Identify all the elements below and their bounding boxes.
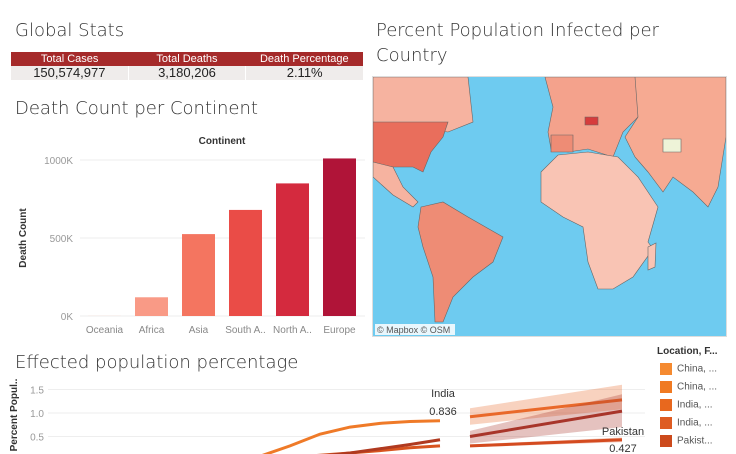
- legend-item[interactable]: China, ...: [660, 381, 717, 399]
- series-line: [326, 438, 441, 454]
- header-total-cases: Total Cases: [11, 52, 129, 66]
- madagascar: [647, 242, 657, 271]
- legend-item[interactable]: India, ...: [660, 417, 717, 435]
- south-america: [417, 201, 504, 323]
- y-axis-title: Percent Popul..: [9, 378, 20, 451]
- legend-swatch: [660, 381, 672, 393]
- y-tick-label: 0.5: [30, 433, 44, 444]
- legend-swatch: [660, 363, 672, 375]
- legend-swatch: [660, 435, 672, 447]
- map-attribution[interactable]: © Mapbox © OSM: [377, 325, 450, 335]
- attribution-background: [375, 324, 455, 335]
- value-death-percentage: 2.11%: [245, 66, 364, 80]
- header-death-percentage: Death Percentage: [245, 52, 363, 66]
- legend-label: China, ...: [677, 363, 718, 375]
- bar-southa: [229, 209, 262, 316]
- population-line-chart: Percent Popul..0.00.51.01.5India0.836Pak…: [9, 378, 645, 454]
- legend-swatch: [660, 399, 672, 411]
- legend-label: China, ...: [677, 381, 718, 393]
- legend-swatch: [660, 417, 672, 429]
- czechia: [584, 116, 599, 126]
- legend-item[interactable]: China, ...: [660, 363, 717, 381]
- y-tick-label: 1.0: [30, 409, 44, 420]
- x-tick-label: Africa: [139, 325, 165, 336]
- canada: [373, 77, 474, 133]
- y-tick-label: 1.5: [30, 386, 44, 397]
- forecast-line: [469, 398, 623, 419]
- y-tick-label: 0K: [61, 312, 74, 323]
- spain: [550, 134, 574, 153]
- mexico: [373, 161, 419, 208]
- legend-item[interactable]: India, ...: [660, 399, 717, 417]
- death-count-bar-chart: Continent Death Count 0K 500K 1000K Oceania Af…: [18, 136, 365, 336]
- annotation-india-value: 0.836: [429, 406, 457, 418]
- forecast-band: [470, 384, 622, 425]
- value-total-cases: 150,574,977: [11, 66, 128, 80]
- bar-chart-title: Death Count per Continent: [15, 98, 258, 119]
- forecast-line: [469, 409, 623, 438]
- series-line: [261, 419, 441, 454]
- map-title-line2: Country: [376, 45, 448, 66]
- infection-map[interactable]: © Mapbox © OSM: [372, 76, 727, 337]
- global-stats-title: Global Stats: [15, 20, 125, 41]
- annotation-india-label: India: [431, 388, 456, 400]
- bar-asia: [182, 234, 215, 316]
- bar-northa: [276, 183, 309, 316]
- legend: China, ... China, ... India, ... India, ...…: [660, 363, 717, 453]
- map-title-line1: Percent Population Infected per: [376, 20, 659, 41]
- series-line: [316, 444, 441, 454]
- line-chart-title: Effected population percentage: [15, 352, 299, 373]
- y-tick-label: 1000K: [44, 156, 73, 167]
- legend-item[interactable]: Pakist...: [660, 435, 717, 453]
- x-tick-label: South A..: [225, 325, 266, 336]
- annotation-pakistan-label: Pakistan: [602, 426, 644, 438]
- bar-europe: [323, 158, 356, 316]
- x-tick-label: Asia: [189, 325, 209, 336]
- forecast-line: [469, 438, 623, 448]
- turkmenistan: [662, 138, 682, 153]
- x-tick-label: North A..: [273, 325, 312, 336]
- bar-africa: [135, 297, 168, 316]
- legend-label: India, ...: [677, 417, 713, 429]
- y-axis-title: Death Count: [18, 208, 29, 268]
- global-stats-table: Total Cases Total Deaths Death Percentag…: [11, 52, 364, 80]
- header-total-deaths: Total Deaths: [128, 52, 246, 66]
- x-tick-label: Oceania: [86, 325, 124, 336]
- y-tick-label: 500K: [50, 234, 74, 245]
- legend-label: India, ...: [677, 399, 713, 411]
- x-tick-label: Europe: [323, 325, 356, 336]
- legend-label: Pakist...: [677, 435, 713, 447]
- annotation-pakistan-value: 0.427: [609, 443, 637, 454]
- x-axis-title: Continent: [199, 136, 246, 147]
- value-total-deaths: 3,180,206: [127, 66, 246, 80]
- legend-title: Location, F...: [657, 346, 718, 357]
- africa: [540, 151, 659, 290]
